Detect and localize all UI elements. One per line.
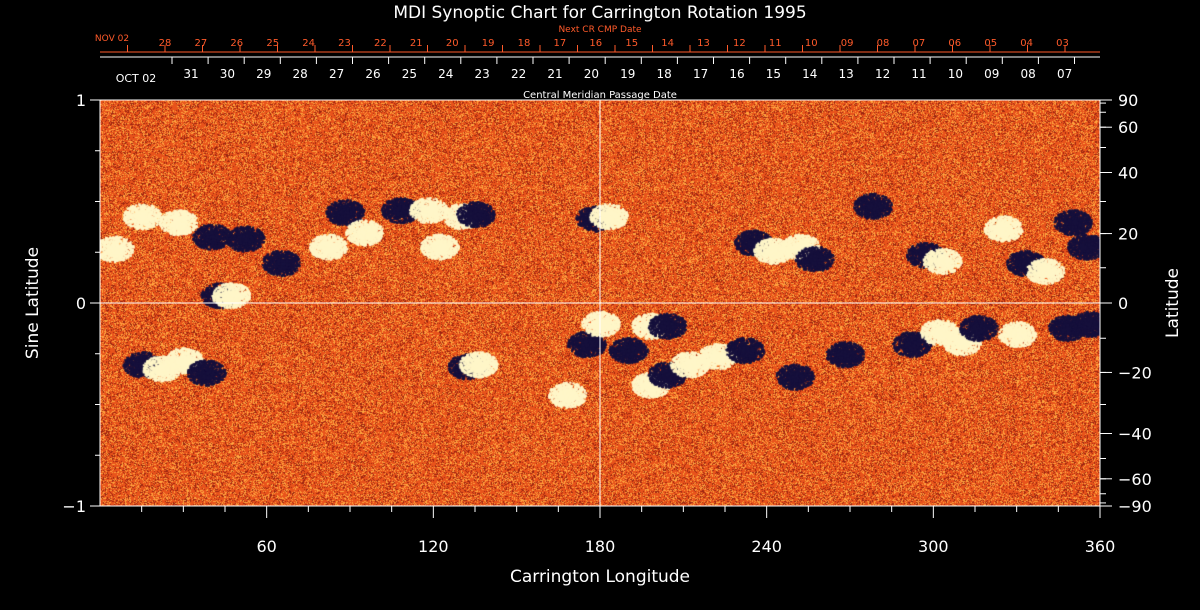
- x-tick-label: 180: [585, 537, 616, 556]
- top-lower-day-label: 26: [365, 67, 380, 81]
- top-lower-day-label: 23: [475, 67, 490, 81]
- top-upper-day-label: 22: [374, 38, 387, 49]
- x-axis-label: Carrington Longitude: [510, 567, 690, 587]
- top-upper-day-label: 10: [805, 38, 818, 49]
- y-right-tick-label: −90: [1118, 497, 1152, 516]
- top-upper-day-label: 04: [1020, 38, 1033, 49]
- y-right-tick-label: −60: [1118, 470, 1152, 489]
- top-lower-day-label: 09: [984, 67, 999, 81]
- top-lower-day-label: 10: [948, 67, 963, 81]
- y-left-tick-label: 0: [76, 294, 86, 313]
- top-lower-day-label: 11: [911, 67, 926, 81]
- top-lower-day-label: 29: [256, 67, 271, 81]
- top-lower-day-label: 12: [875, 67, 890, 81]
- top-upper-day-label: 16: [589, 38, 602, 49]
- top-upper-day-label: 19: [482, 38, 495, 49]
- top-upper-day-label: 20: [446, 38, 459, 49]
- cmp-date-label: Central Meridian Passage Date: [523, 90, 677, 101]
- top-lower-day-label: 28: [293, 67, 308, 81]
- top-upper-day-label: 23: [338, 38, 351, 49]
- y-axis-label-left: Sine Latitude: [23, 247, 43, 359]
- top-lower-day-label: 18: [657, 67, 672, 81]
- top-lower-day-label: 19: [620, 67, 635, 81]
- y-right-tick-label: 20: [1118, 225, 1138, 244]
- top-upper-day-label: 07: [913, 38, 926, 49]
- y-right-tick-label: 0: [1118, 294, 1128, 313]
- chart-title: MDI Synoptic Chart for Carrington Rotati…: [393, 3, 806, 23]
- top-lower-day-label: 20: [584, 67, 599, 81]
- y-right-tick-label: 90: [1118, 91, 1138, 110]
- top-lower-day-label: 07: [1057, 67, 1072, 81]
- top-upper-day-label: 17: [554, 38, 567, 49]
- oct-month-label: OCT 02: [116, 72, 157, 85]
- y-right-tick-label: 40: [1118, 164, 1138, 183]
- top-lower-day-label: 14: [802, 67, 817, 81]
- top-upper-day-label: 28: [159, 38, 172, 49]
- top-lower-day-label: 30: [220, 67, 235, 81]
- y-axis-label-right: Latitude: [1163, 268, 1183, 338]
- y-right-tick-label: −40: [1118, 424, 1152, 443]
- top-upper-day-label: 13: [697, 38, 710, 49]
- top-upper-day-label: 15: [625, 38, 638, 49]
- top-upper-day-label: 27: [195, 38, 208, 49]
- top-lower-day-label: 25: [402, 67, 417, 81]
- top-upper-day-label: 14: [661, 38, 674, 49]
- x-tick-label: 300: [918, 537, 949, 556]
- x-tick-label: 360: [1085, 537, 1116, 556]
- top-lower-day-label: 16: [729, 67, 744, 81]
- top-upper-day-label: 11: [769, 38, 782, 49]
- y-left-tick-label: −1: [62, 497, 86, 516]
- x-tick-label: 120: [418, 537, 449, 556]
- y-left-tick-label: 1: [76, 91, 86, 110]
- x-tick-label: 240: [751, 537, 782, 556]
- top-lower-day-label: 22: [511, 67, 526, 81]
- top-lower-day-label: 24: [438, 67, 453, 81]
- x-tick-label: 60: [256, 537, 276, 556]
- top-lower-day-label: 21: [547, 67, 562, 81]
- next-cr-cmp-label: Next CR CMP Date: [558, 25, 642, 35]
- top-upper-day-label: 03: [1056, 38, 1069, 49]
- top-lower-day-label: 31: [183, 67, 198, 81]
- top-lower-day-label: 08: [1021, 67, 1036, 81]
- top-upper-day-label: 05: [984, 38, 997, 49]
- top-upper-day-label: 25: [266, 38, 279, 49]
- top-upper-day-label: 09: [841, 38, 854, 49]
- y-right-tick-label: −20: [1118, 363, 1152, 382]
- y-right-tick-label: 60: [1118, 118, 1138, 137]
- nov-month-label: NOV 02: [95, 34, 129, 44]
- top-lower-day-label: 13: [839, 67, 854, 81]
- top-upper-day-label: 06: [948, 38, 961, 49]
- top-upper-day-label: 12: [733, 38, 746, 49]
- top-upper-day-label: 08: [877, 38, 890, 49]
- top-upper-day-label: 18: [518, 38, 531, 49]
- top-upper-day-label: 26: [230, 38, 243, 49]
- top-upper-day-label: 21: [410, 38, 423, 49]
- top-lower-day-label: 15: [766, 67, 781, 81]
- top-lower-day-label: 27: [329, 67, 344, 81]
- top-upper-day-label: 24: [302, 38, 315, 49]
- axes: 60 120 180 240 300 36010−1906040200−20−40−60−…: [62, 38, 1151, 556]
- top-lower-day-label: 17: [693, 67, 708, 81]
